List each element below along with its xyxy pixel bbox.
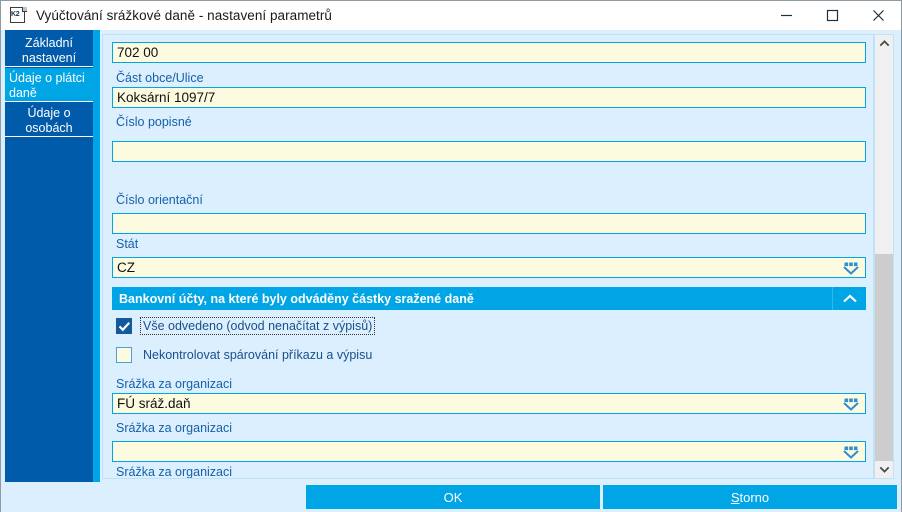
- srazka-za-organizaci-1-label: Srážka za organizaci: [116, 377, 233, 391]
- checkbox-vse-odvedeno[interactable]: [116, 318, 132, 334]
- field-cislo-orientacni: Číslo orientační: [112, 192, 866, 234]
- checkbox-label-vse-odvedeno: Vše odvedeno (odvod nenačítat z výpisů): [139, 317, 376, 335]
- cast-obce-ulice-value: Koksární 1097/7: [117, 90, 216, 105]
- stat-value: CZ: [117, 260, 135, 275]
- checkbox-row-vse-odvedeno[interactable]: Vše odvedeno (odvod nenačítat z výpisů): [112, 315, 376, 337]
- field-srazka-za-organizaci-2: Srážka za organizaci: [112, 420, 866, 462]
- field-stat: Stát CZ: [112, 236, 866, 278]
- srazka-za-organizaci-3-label: Srážka za organizaci: [116, 465, 233, 479]
- scroll-up-icon[interactable]: [875, 35, 893, 52]
- tab-udaje-o-platci-dane[interactable]: Údaje o plátci daně: [5, 68, 93, 102]
- scrollbar-thumb[interactable]: [875, 254, 893, 463]
- srazka-za-organizaci-2-label: Srážka za organizaci: [116, 421, 233, 435]
- vertical-scrollbar[interactable]: [874, 34, 894, 479]
- field-srazka-za-organizaci-3: Srážka za organizaci: [112, 464, 866, 479]
- cislo-popisne-input[interactable]: [112, 141, 866, 162]
- lookup-icon[interactable]: [841, 445, 861, 459]
- cancel-button-rest: torno: [739, 489, 770, 505]
- psc-input[interactable]: 702 00: [112, 42, 866, 63]
- tab-rail-edge: [93, 30, 100, 483]
- cislo-orientacni-label: Číslo orientační: [116, 193, 203, 207]
- srazka-za-organizaci-1-value: FÚ sráž.daň: [117, 396, 191, 411]
- group-header-title: Bankovní účty, na které byly odváděny čá…: [119, 291, 474, 306]
- window-title: Vyúčtování srážkové daně - nastavení par…: [36, 8, 332, 23]
- lookup-icon[interactable]: [841, 397, 861, 411]
- field-cislo-popisne: Číslo popisné: [112, 114, 866, 162]
- tab-zakladni-nastaveni[interactable]: Základní nastavení: [5, 33, 93, 67]
- srazka-za-organizaci-1-input[interactable]: FÚ sráž.daň: [112, 393, 866, 414]
- scroll-content-panel: 702 00 Část obce/Ulice Koksární 1097/7 Č…: [102, 34, 874, 479]
- field-srazka-za-organizaci-1: Srážka za organizaci FÚ sráž.daň: [112, 376, 866, 414]
- dialog-body: Základní nastavení Údaje o plátci daně Ú…: [1, 30, 901, 483]
- cislo-popisne-label: Číslo popisné: [116, 115, 192, 129]
- checkbox-row-nekontrolovat-sparovani[interactable]: Nekontrolovat spárování příkazu a výpisu: [112, 344, 374, 366]
- srazka-za-organizaci-2-input[interactable]: [112, 441, 866, 462]
- stat-label: Stát: [116, 237, 139, 251]
- cast-obce-ulice-label: Část obce/Ulice: [116, 71, 204, 85]
- group-header-bank-accounts[interactable]: Bankovní účty, na které byly odváděny čá…: [112, 287, 866, 310]
- psc-value: 702 00: [117, 45, 159, 60]
- field-cast-obce-ulice: Část obce/Ulice Koksární 1097/7: [112, 70, 866, 108]
- field-psc: 702 00: [112, 42, 866, 63]
- cast-obce-ulice-input[interactable]: Koksární 1097/7: [112, 87, 866, 108]
- chevron-up-icon[interactable]: [832, 287, 866, 310]
- scroll-down-icon[interactable]: [875, 461, 893, 478]
- cislo-orientacni-input[interactable]: [112, 213, 866, 234]
- tab-rail: Základní nastavení Údaje o plátci daně Ú…: [5, 30, 93, 483]
- maximize-icon[interactable]: [809, 1, 855, 30]
- cancel-button-accel: S: [730, 489, 740, 505]
- window-controls: [763, 1, 901, 30]
- lookup-icon[interactable]: [841, 261, 861, 275]
- tab-udaje-o-osobach[interactable]: Údaje o osobách: [5, 103, 93, 137]
- stat-input[interactable]: CZ: [112, 257, 866, 278]
- k2-document-icon: K2: [10, 7, 27, 24]
- close-icon[interactable]: [855, 1, 901, 30]
- ok-button[interactable]: OK: [306, 485, 600, 509]
- checkbox-label-nekontrolovat-sparovani: Nekontrolovat spárování příkazu a výpisu: [143, 348, 373, 362]
- title-bar: K2 Vyúčtování srážkové daně - nastavení …: [1, 1, 901, 30]
- minimize-icon[interactable]: [763, 1, 809, 30]
- k2-icon-label: K2: [11, 11, 20, 18]
- checkbox-nekontrolovat-sparovani[interactable]: [116, 347, 132, 363]
